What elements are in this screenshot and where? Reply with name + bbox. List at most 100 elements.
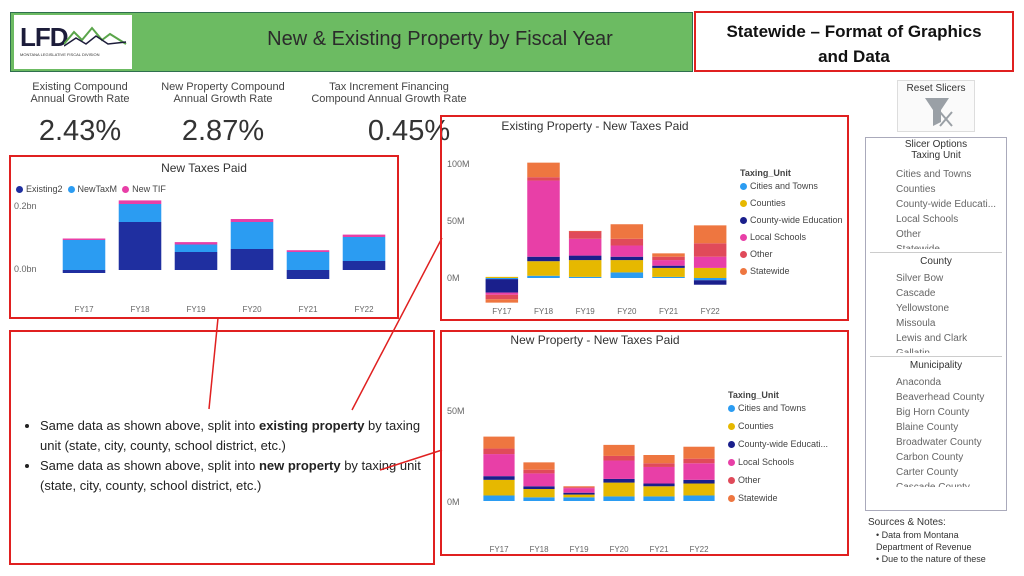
bar-segment[interactable]: [286, 270, 330, 279]
slicer-item[interactable]: Beaverhead County: [896, 392, 985, 403]
bar-segment[interactable]: [174, 242, 218, 245]
bar-segment[interactable]: [683, 495, 715, 501]
bar-segment[interactable]: [683, 463, 715, 480]
bar-segment[interactable]: [118, 222, 162, 270]
bar-segment[interactable]: [483, 479, 515, 496]
slicer-item[interactable]: County-wide Educati...: [896, 199, 997, 210]
bar-segment[interactable]: [683, 446, 715, 459]
slicer-item[interactable]: Yellowstone: [896, 303, 950, 314]
bar-segment[interactable]: [527, 256, 560, 262]
bar-segment[interactable]: [563, 486, 595, 488]
bar-segment[interactable]: [652, 253, 685, 257]
slicer-item[interactable]: Other: [896, 229, 922, 240]
bar-segment[interactable]: [230, 222, 274, 249]
bar-segment[interactable]: [485, 292, 519, 295]
bar-segment[interactable]: [643, 486, 675, 497]
bar-segment[interactable]: [603, 478, 635, 483]
bar-segment[interactable]: [485, 276, 519, 278]
bar-segment[interactable]: [523, 486, 555, 490]
bar-segment[interactable]: [603, 496, 635, 501]
slicer-item[interactable]: Broadwater County: [896, 437, 982, 448]
slicer-item[interactable]: Cascade County: [866, 480, 1006, 487]
bar-segment[interactable]: [563, 487, 595, 489]
bar-segment[interactable]: [523, 497, 555, 501]
bar-segment[interactable]: [174, 244, 218, 253]
bar-segment[interactable]: [527, 261, 560, 276]
slicer-item[interactable]: Carter County: [896, 467, 959, 478]
bar-segment[interactable]: [62, 240, 106, 270]
reset-slicers-button[interactable]: Reset Slicers: [897, 80, 975, 132]
slicer-item[interactable]: Silver Bow: [896, 273, 944, 284]
bar-segment[interactable]: [523, 489, 555, 498]
slicer-item[interactable]: Local Schools: [896, 214, 959, 225]
bar-segment[interactable]: [527, 275, 560, 278]
bar-segment[interactable]: [643, 466, 675, 484]
bar-segment[interactable]: [610, 256, 644, 261]
bar-segment[interactable]: [683, 483, 715, 496]
bar-segment[interactable]: [603, 482, 635, 497]
bar-segment[interactable]: [693, 267, 727, 278]
bar-segment[interactable]: [62, 270, 106, 273]
bar-segment[interactable]: [174, 252, 218, 270]
bar-segment[interactable]: [568, 260, 602, 277]
bar-segment[interactable]: [483, 495, 515, 501]
bar-segment[interactable]: [563, 488, 595, 493]
bar-segment[interactable]: [568, 230, 602, 232]
bar-segment[interactable]: [527, 162, 560, 178]
bar-segment[interactable]: [652, 265, 685, 268]
bar-segment[interactable]: [693, 278, 727, 281]
bar-segment[interactable]: [286, 252, 330, 270]
bar-segment[interactable]: [523, 473, 555, 487]
bar-segment[interactable]: [610, 272, 644, 278]
bar-segment[interactable]: [643, 496, 675, 501]
bar-segment[interactable]: [693, 243, 727, 257]
slicer-item[interactable]: Cities and Towns: [896, 169, 972, 180]
bar-segment[interactable]: [652, 256, 685, 261]
bar-segment[interactable]: [483, 436, 515, 449]
slicer-taxing-unit-list[interactable]: Cities and Towns Counties County-wide Educ…: [866, 167, 1006, 249]
slicer-item[interactable]: Counties: [896, 184, 936, 195]
bar-segment[interactable]: [483, 448, 515, 455]
bar-segment[interactable]: [342, 234, 386, 237]
slicer-item[interactable]: Big Horn County: [896, 407, 970, 418]
bar-segment[interactable]: [643, 455, 675, 464]
bar-segment[interactable]: [523, 469, 555, 474]
bar-segment[interactable]: [62, 238, 106, 241]
slicer-county-list[interactable]: Silver Bow Cascade Yellowstone Missoula Lewi…: [866, 271, 1006, 353]
slicer-item[interactable]: Lewis and Clark: [896, 333, 968, 344]
bar-segment[interactable]: [485, 279, 519, 293]
bar-segment[interactable]: [643, 463, 675, 467]
bar-segment[interactable]: [610, 224, 644, 239]
bar-segment[interactable]: [568, 230, 602, 239]
bar-segment[interactable]: [523, 462, 555, 470]
bar-segment[interactable]: [230, 219, 274, 222]
slicer-item[interactable]: Carbon County: [896, 452, 964, 463]
slicer-item[interactable]: Anaconda: [896, 377, 942, 388]
bar-segment[interactable]: [610, 260, 644, 273]
bar-segment[interactable]: [342, 237, 386, 261]
bar-segment[interactable]: [683, 458, 715, 464]
bar-segment[interactable]: [643, 483, 675, 487]
bar-segment[interactable]: [483, 476, 515, 480]
bar-segment[interactable]: [342, 261, 386, 270]
bar-segment[interactable]: [693, 225, 727, 244]
bar-segment[interactable]: [527, 177, 560, 181]
bar-segment[interactable]: [485, 294, 519, 300]
bar-segment[interactable]: [527, 180, 560, 257]
bar-segment[interactable]: [286, 250, 330, 252]
bar-segment[interactable]: [230, 249, 274, 270]
slicer-municipality-list[interactable]: Anaconda Beaverhead County Big Horn County…: [866, 375, 1006, 487]
slicer-item[interactable]: Gallatin: [866, 346, 1006, 353]
slicer-item[interactable]: Missoula: [896, 318, 936, 329]
bar-segment[interactable]: [568, 238, 602, 256]
bar-segment[interactable]: [603, 455, 635, 461]
bar-segment[interactable]: [118, 200, 162, 204]
bar-segment[interactable]: [610, 238, 644, 246]
bar-segment[interactable]: [485, 299, 519, 303]
bar-segment[interactable]: [485, 278, 519, 280]
bar-segment[interactable]: [563, 494, 595, 498]
bar-segment[interactable]: [568, 255, 602, 261]
bar-segment[interactable]: [483, 454, 515, 477]
bar-segment[interactable]: [652, 276, 685, 278]
bar-segment[interactable]: [683, 479, 715, 484]
